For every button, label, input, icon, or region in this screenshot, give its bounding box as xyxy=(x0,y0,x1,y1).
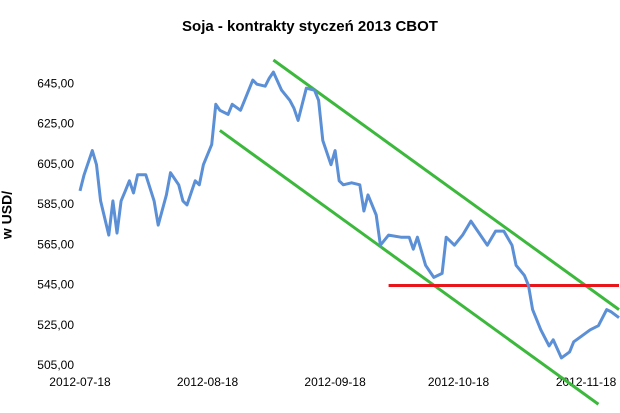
y-tick-label: 565,00 xyxy=(37,237,74,251)
y-tick-label: 585,00 xyxy=(37,197,74,211)
x-tick-label: 2012-11-18 xyxy=(556,375,617,389)
x-tick-label: 2012-07-18 xyxy=(49,375,111,389)
data-line xyxy=(78,70,620,360)
chart-title: Soja - kontrakty styczeń 2013 CBOT xyxy=(182,18,438,35)
y-tick-label: 525,00 xyxy=(37,318,74,332)
y-tick-label: 625,00 xyxy=(37,117,74,131)
y-tick-label: 545,00 xyxy=(37,278,74,292)
x-tick-label: 2012-10-18 xyxy=(428,375,490,389)
y-tick-label: 505,00 xyxy=(37,358,74,372)
y-axis-label: w USD/ xyxy=(0,191,15,240)
trend-line xyxy=(219,129,600,406)
y-tick-label: 605,00 xyxy=(37,157,74,171)
x-tick-label: 2012-09-18 xyxy=(304,375,366,389)
x-tick-label: 2012-08-18 xyxy=(177,375,239,389)
y-tick-label: 645,00 xyxy=(37,76,74,90)
trend-line xyxy=(272,58,620,311)
